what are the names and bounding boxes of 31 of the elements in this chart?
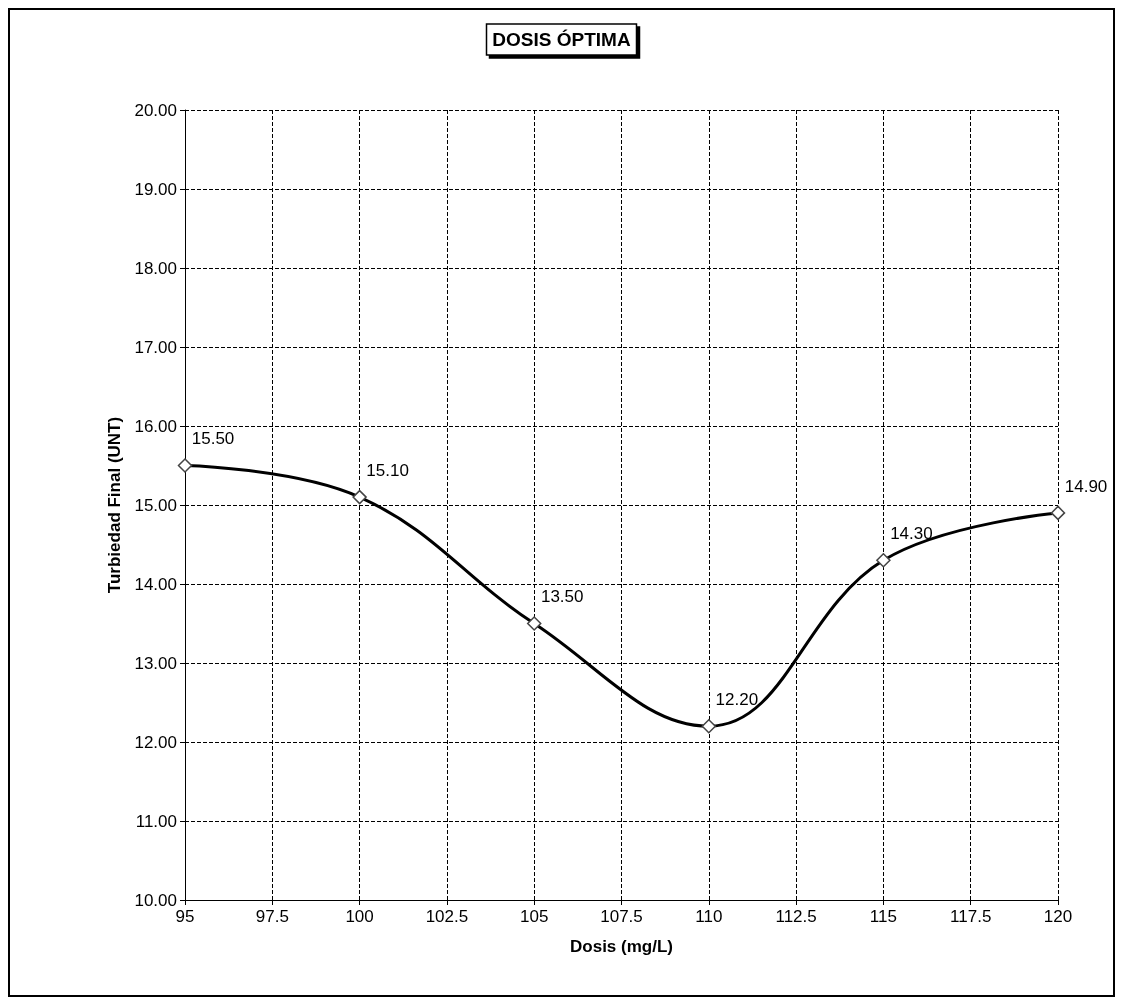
y-tick-label: 19.00 [134,179,177,199]
data-label: 13.50 [540,587,584,607]
x-tick-label: 115 [869,907,897,926]
x-tick-label: 120 [1043,907,1073,926]
y-tick-label: 14.00 [134,574,177,594]
x-tick-label: 100 [345,907,374,926]
x-tick-label: 117.5 [950,907,992,926]
data-label: 14.90 [1064,476,1108,496]
y-axis-title: Turbiedad Final (UNT) [105,416,124,594]
x-tick-label: 95 [175,907,195,926]
data-label: 12.20 [715,689,759,709]
y-tick-label: 10.00 [134,890,177,910]
x-tick-label: 112.5 [775,907,817,926]
y-tick-label: 13.00 [134,653,177,673]
data-label: 15.10 [366,460,409,480]
data-label: 14.30 [890,524,933,544]
x-tick-label: 102.5 [425,907,469,926]
y-tick-label: 17.00 [134,337,177,357]
data-label: 15.50 [191,429,235,449]
x-tick-label: 105 [520,907,549,926]
y-tick-label: 12.00 [134,732,177,752]
x-tick-label: 97.5 [255,907,289,926]
x-axis-title: Dosis (mg/L) [570,937,673,956]
y-tick-label: 11.00 [135,811,177,831]
x-tick-label: 107.5 [600,907,643,926]
y-tick-label: 15.00 [134,495,177,515]
y-tick-label: 16.00 [134,416,177,436]
x-tick-label: 110 [695,907,723,926]
y-tick-label: 18.00 [134,258,177,278]
chart-title: DOSIS ÓPTIMA [492,29,631,50]
y-tick-label: 20.00 [134,100,177,120]
